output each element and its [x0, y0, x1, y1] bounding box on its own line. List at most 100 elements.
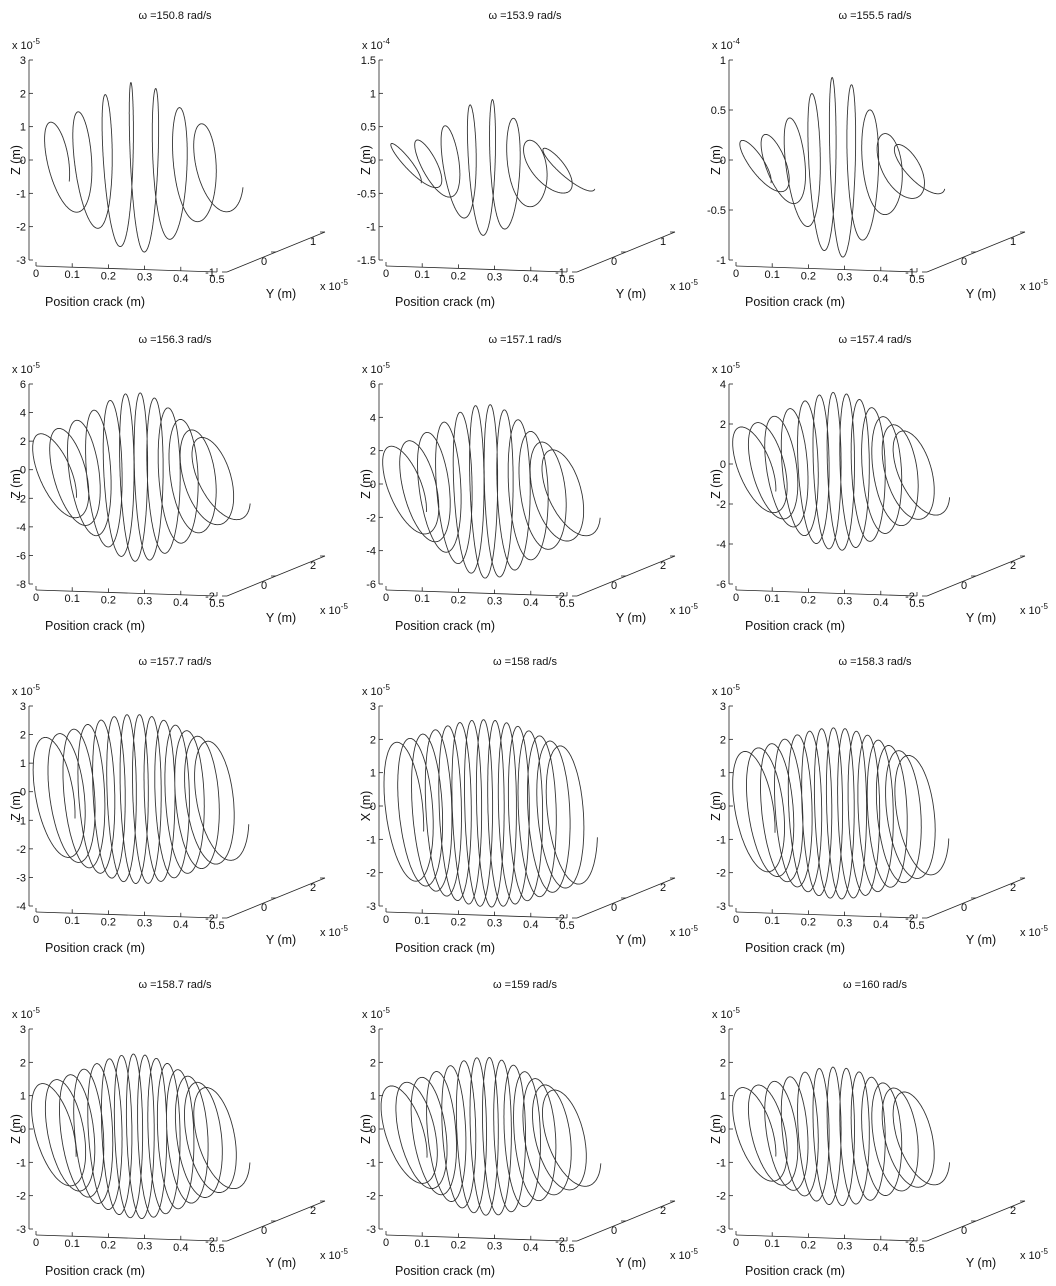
z-tick-label: 2	[370, 1057, 376, 1069]
z-tick-label: 6	[370, 379, 376, 391]
y-tick-label: 0	[261, 902, 267, 914]
x-axis-line	[735, 911, 918, 919]
x-tick-label: 0.2	[801, 270, 816, 282]
z-exponent-label-exponent: -4	[383, 37, 391, 46]
y-tick-label: 0	[261, 256, 267, 268]
z-tick-label: -2	[716, 868, 726, 880]
y-exponent-label-exponent: -5	[691, 602, 699, 611]
trajectory-line	[382, 404, 601, 579]
z-tick-label: 1	[720, 55, 726, 67]
x-tick-label: 0.2	[451, 270, 466, 282]
z-tick-label: -2	[16, 222, 26, 234]
x-tick-label: 0	[733, 914, 739, 926]
x-tick-label: 0.3	[487, 272, 502, 284]
x-axis-line	[735, 1234, 918, 1242]
y-tick-label: -2	[555, 913, 565, 925]
x-tick-label: 0.4	[523, 273, 538, 285]
x-tick-label: 0.1	[415, 915, 430, 927]
x-tick-label: 0.2	[101, 916, 116, 928]
z-tick-label: 1	[20, 758, 26, 770]
y-exponent-label-base: x 10	[320, 1250, 341, 1262]
trajectory-line	[44, 82, 244, 253]
x-tick-label: 0.3	[837, 272, 852, 284]
x-tick-label: 0	[733, 1237, 739, 1249]
z-exponent-label: x 10-5	[712, 1006, 740, 1021]
chart-title: ω =150.8 rad/s	[138, 10, 212, 22]
z-tick-label: -3	[366, 1224, 376, 1236]
z-exponent-label: x 10-5	[12, 37, 40, 52]
x-tick-label: 0	[383, 268, 389, 280]
x-tick-label: 0	[733, 268, 739, 280]
trajectory-line	[732, 1066, 951, 1207]
z-tick-label: -3	[16, 1224, 26, 1236]
z-tick-label: 2	[20, 436, 26, 448]
x-tick-label: 0.3	[837, 596, 852, 608]
y-axis-label: Y (m)	[966, 933, 996, 947]
y-exponent-label-base: x 10	[670, 927, 691, 939]
x-tick-label: 0.1	[65, 915, 80, 927]
y-exponent-label-base: x 10	[1020, 927, 1041, 939]
x-tick-label: 0.1	[765, 1238, 780, 1250]
x-tick-label: 0.2	[101, 1239, 116, 1251]
x-tick-label: 0.3	[137, 596, 152, 608]
x-tick-label: 0.3	[837, 918, 852, 930]
y-tick-label: 0	[961, 1225, 967, 1237]
y-axis-label: Y (m)	[266, 933, 296, 947]
y-tick-label: 0	[261, 580, 267, 592]
z-exponent-label-base: x 10	[12, 364, 33, 376]
x-tick-label: 0.4	[873, 597, 888, 609]
z-tick-label: -3	[16, 872, 26, 884]
z-tick-label: 2	[20, 730, 26, 742]
trajectory-line	[31, 1053, 251, 1220]
trajectory-line	[32, 714, 250, 884]
z-tick-label: 3	[20, 701, 26, 713]
y-axis-label: Y (m)	[616, 611, 646, 625]
z-tick-label: 2	[20, 88, 26, 100]
z-tick-label: 1	[720, 1091, 726, 1103]
z-exponent-label-exponent: -5	[33, 361, 41, 370]
y-tick-label: -2	[555, 591, 565, 603]
x-tick-label: 0.5	[909, 1243, 924, 1255]
z-tick-label: 0	[20, 155, 26, 167]
y-exponent-label: x 10-5	[1020, 924, 1048, 939]
x-tick-label: 0.2	[801, 1239, 816, 1251]
subplot-2: ω =153.9 rad/s-1.5-1-0.500.511.5x 10-4Z …	[357, 10, 698, 309]
y-tick-label: 0	[611, 256, 617, 268]
subplot-3: ω =155.5 rad/s-1-0.500.51x 10-4Z (m)0 0.1…	[707, 10, 1048, 309]
x-tick-label: 0.4	[173, 273, 188, 285]
y-tick-label: -2	[555, 1236, 565, 1248]
x-tick-label: 0.4	[873, 1242, 888, 1254]
z-tick-label: 0	[370, 155, 376, 167]
x-tick-label: 0.1	[65, 593, 80, 605]
x-tick-label: 0	[733, 592, 739, 604]
y-exponent-label-base: x 10	[1020, 281, 1041, 293]
x-tick-label: 0.3	[487, 1241, 502, 1253]
x-axis-label: Position crack (m)	[45, 941, 145, 955]
z-tick-label: 1	[370, 768, 376, 780]
z-tick-label: 4	[370, 412, 376, 424]
x-tick-label: 0.4	[873, 919, 888, 931]
z-tick-label: -0.5	[707, 205, 726, 217]
x-tick-label: 0	[383, 592, 389, 604]
y-tick-label: 2	[660, 882, 666, 894]
z-tick-label: 2	[720, 419, 726, 431]
x-axis-line	[35, 1234, 218, 1242]
y-tick-label: 0	[611, 580, 617, 592]
x-tick-label: 0.2	[451, 1239, 466, 1251]
x-tick-label: 0.3	[137, 1241, 152, 1253]
x-tick-label: 0.2	[801, 916, 816, 928]
y-exponent-label: x 10-5	[1020, 1247, 1048, 1262]
z-exponent-label-exponent: -5	[33, 683, 41, 692]
y-exponent-label-base: x 10	[1020, 1250, 1041, 1262]
chart-title: ω =157.7 rad/s	[138, 656, 212, 668]
x-axis-line	[385, 589, 568, 597]
trajectory-line	[739, 76, 946, 258]
z-tick-label: -1	[366, 834, 376, 846]
z-tick-label: 1	[720, 768, 726, 780]
x-tick-label: 0.5	[209, 274, 224, 286]
z-exponent-label-exponent: -5	[733, 361, 741, 370]
z-tick-label: 1	[20, 1091, 26, 1103]
z-tick-label: -1	[366, 222, 376, 234]
